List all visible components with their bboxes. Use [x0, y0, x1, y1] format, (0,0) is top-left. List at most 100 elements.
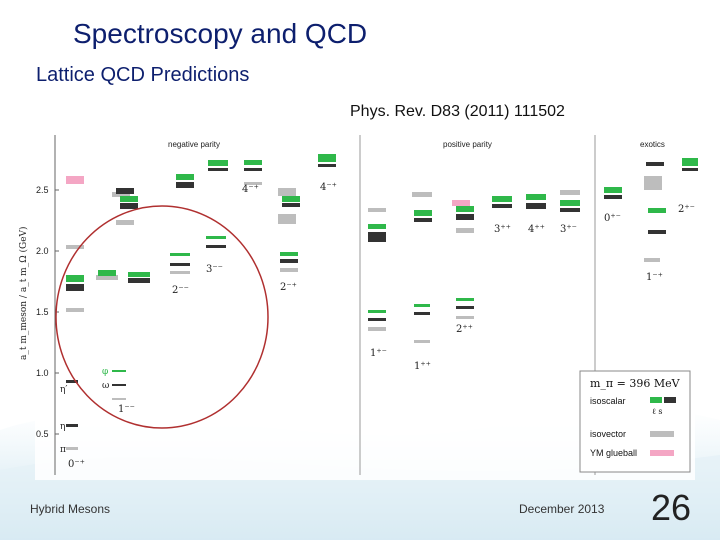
isoscalar-level [682, 158, 698, 166]
legend-isovector: isovector [590, 429, 626, 439]
isoscalar-level [368, 224, 386, 229]
isovector-level [278, 214, 296, 224]
isoscalar-level [98, 270, 116, 276]
state-label-omega: ω [102, 381, 109, 391]
isoscalar-level [282, 196, 300, 202]
jpc-label-3pp: 3⁺⁺ [494, 224, 511, 235]
positive-parity-levels: 1⁺⁻ 1⁺⁺ 2⁺⁺ 3⁺⁺ 4⁺⁺ 3⁺⁻ [368, 190, 580, 372]
isoscalar-level [318, 154, 336, 162]
y-ticks: 2.5 2.0 1.5 1.0 0.5 [36, 185, 59, 439]
isoscalar-level [280, 252, 298, 256]
header-positive-parity: positive parity [443, 140, 492, 149]
isoscalar-level [112, 384, 126, 386]
highlight-circle [55, 205, 269, 429]
isoscalar-level [604, 187, 622, 193]
isoscalar-level [66, 424, 78, 427]
isoscalar-level [682, 168, 698, 171]
isovector-level [414, 340, 430, 343]
page-number: 26 [651, 487, 692, 528]
jpc-label-3pm: 3⁺⁻ [560, 224, 577, 235]
citation: Phys. Rev. D83 (2011) 111502 [350, 103, 565, 120]
isoscalar-level [456, 306, 474, 309]
isoscalar-level [604, 195, 622, 199]
state-label-phi: φ [102, 367, 108, 377]
negative-parity-levels: η′ η π 0⁻⁺ φ ω 1⁻⁻ 2⁻⁻ 3⁻⁻ 4⁻⁺ [60, 154, 337, 470]
isoscalar-level [456, 298, 474, 301]
isoscalar-level [456, 206, 474, 212]
isoscalar-level [318, 164, 336, 167]
legend-glueball: YM glueball [590, 448, 637, 458]
isovector-level [112, 192, 130, 197]
jpc-label-1mm: 1⁻⁻ [118, 404, 135, 415]
isoscalar-level [646, 162, 664, 166]
legend-mpi: m_π = 396 MeV [590, 377, 681, 390]
isovector-level [456, 228, 474, 233]
isoscalar-level [648, 208, 666, 213]
isoscalar-level [120, 203, 138, 209]
isoscalar-level [128, 278, 150, 283]
isovector-level [560, 190, 580, 195]
isovector-level [66, 308, 84, 312]
jpc-label-1pm: 1⁺⁻ [370, 348, 387, 359]
y-tick-label: 2.0 [36, 246, 49, 256]
y-tick-label: 2.5 [36, 185, 49, 195]
isoscalar-level [560, 208, 580, 212]
isoscalar-level [648, 230, 666, 234]
isoscalar-level [560, 200, 580, 206]
isoscalar-level [414, 304, 430, 307]
jpc-label-4mp-b: 4⁻⁺ [320, 182, 337, 193]
isovector-level [112, 398, 126, 400]
glueball-level [452, 200, 470, 206]
y-tick-label: 0.5 [36, 429, 49, 439]
glueball-level [66, 176, 84, 184]
state-label-eta-prime: η′ [60, 385, 67, 395]
isovector-level [96, 275, 118, 280]
header-exotics: exotics [640, 140, 665, 149]
isoscalar-level [244, 160, 262, 165]
jpc-label-3mm: 3⁻⁻ [206, 264, 223, 275]
isoscalar-level [120, 196, 138, 202]
isovector-level [170, 271, 190, 274]
jpc-label-2mm: 2⁻⁻ [172, 285, 189, 296]
jpc-label-2pp: 2⁺⁺ [456, 324, 473, 335]
isovector-level [116, 220, 134, 225]
isoscalar-level [66, 275, 84, 282]
isoscalar-level [368, 310, 386, 313]
legend-swatch-isovector [650, 431, 674, 437]
slide-subtitle: Lattice QCD Predictions [36, 64, 250, 86]
isovector-level [244, 182, 262, 185]
isoscalar-level [66, 380, 78, 383]
footer-topic: Hybrid Mesons [30, 502, 111, 516]
isoscalar-level [206, 245, 226, 248]
legend-swatch-strange [664, 397, 676, 403]
y-tick-label: 1.0 [36, 368, 49, 378]
y-tick-label: 1.5 [36, 307, 49, 317]
isoscalar-level [280, 259, 298, 263]
isoscalar-level [208, 160, 228, 166]
legend-ls: ℓ s [652, 407, 662, 416]
state-label-pi: π [60, 445, 66, 455]
jpc-label-4pp: 4⁺⁺ [528, 224, 545, 235]
isovector-level [280, 268, 298, 272]
isoscalar-level [116, 188, 134, 194]
isoscalar-level [368, 232, 386, 242]
isovector-level [368, 208, 386, 212]
jpc-label-1mp: 1⁻⁺ [646, 272, 663, 283]
jpc-label-2mp: 2⁻⁺ [280, 282, 297, 293]
isovector-level [278, 188, 296, 196]
isoscalar-level [128, 272, 150, 277]
isoscalar-level [112, 370, 126, 372]
jpc-label-0pm: 0⁺⁻ [604, 213, 621, 224]
isoscalar-level [368, 318, 386, 321]
isovector-level [66, 245, 84, 249]
isoscalar-level [66, 284, 84, 291]
isoscalar-level [414, 218, 432, 222]
isoscalar-level [282, 203, 300, 207]
isoscalar-level [170, 253, 190, 256]
isoscalar-level [492, 204, 512, 208]
legend: m_π = 396 MeV isoscalar ℓ s isovector YM… [579, 370, 691, 473]
isoscalar-level [526, 203, 546, 209]
isoscalar-level [526, 194, 546, 200]
isoscalar-level [170, 263, 190, 266]
